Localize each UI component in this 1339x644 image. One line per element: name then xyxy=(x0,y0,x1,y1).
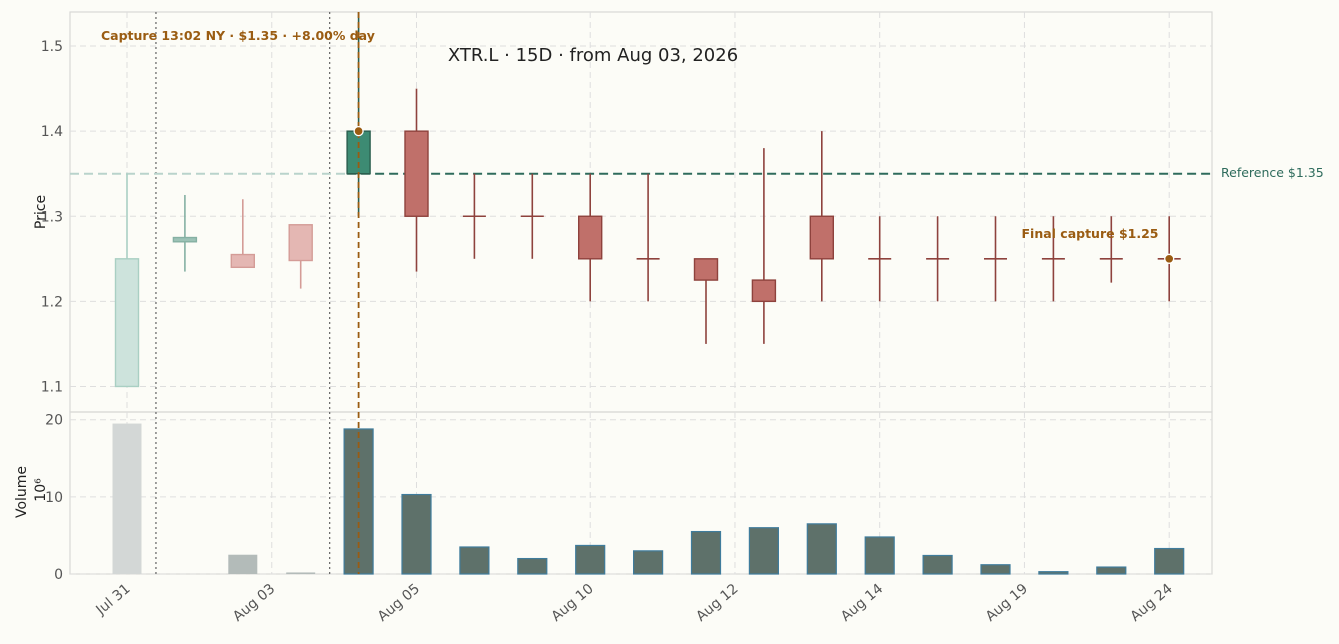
volume-bar xyxy=(1154,547,1185,575)
volume-tick-label: 0 xyxy=(54,567,63,583)
volume-bar xyxy=(806,523,837,575)
volume-bar xyxy=(286,572,316,574)
final-capture-annotation: Final capture $1.25 xyxy=(1022,226,1159,241)
volume-bar xyxy=(112,423,142,574)
volume-bar xyxy=(575,544,606,575)
volume-bar xyxy=(401,493,432,575)
volume-bar xyxy=(459,546,490,575)
volume-tick-label: 20 xyxy=(45,413,63,429)
x-tick-label: Aug 19 xyxy=(983,581,1031,625)
volume-bar xyxy=(864,536,895,575)
capture-annotation: Capture 13:02 NY · $1.35 · +8.00% day xyxy=(101,28,375,43)
volume-bar xyxy=(748,527,780,575)
price-tick-label: 1.2 xyxy=(41,294,63,310)
capture-point xyxy=(353,125,364,137)
x-tick-label: Aug 05 xyxy=(375,581,423,625)
volume-axis-label: Volume xyxy=(14,466,30,518)
x-tick-label: Aug 14 xyxy=(838,581,886,625)
volume-unit-label: 10⁶ xyxy=(33,478,49,502)
x-tick-label: Jul 31 xyxy=(93,581,134,619)
price-panel-frame xyxy=(69,11,1213,413)
candle-body xyxy=(230,253,256,269)
price-tick-label: 1.4 xyxy=(41,124,63,140)
volume-bar xyxy=(690,530,722,575)
volume-bar xyxy=(632,550,664,575)
candle-body xyxy=(751,279,777,303)
candle-body xyxy=(578,215,603,260)
candle-body xyxy=(172,236,198,243)
price-axis-label: Price xyxy=(33,195,49,229)
final-capture-point xyxy=(1164,253,1175,264)
x-tick-label: Aug 03 xyxy=(230,581,278,625)
candle-body xyxy=(404,130,429,217)
x-tick-label: Aug 12 xyxy=(693,581,741,625)
volume-bar xyxy=(1096,566,1127,575)
chart-title: XTR.L · 15D · from Aug 03, 2026 xyxy=(448,45,738,66)
candle-body xyxy=(693,258,719,281)
price-tick-label: 1.3 xyxy=(41,209,63,225)
x-tick-label: Aug 24 xyxy=(1127,581,1175,625)
volume-bar xyxy=(228,554,258,574)
candle-body xyxy=(809,215,834,260)
reference-annotation: Reference $1.35 xyxy=(1221,165,1324,180)
volume-bar xyxy=(922,554,953,575)
candle-body xyxy=(288,224,313,262)
x-tick-label: Aug 10 xyxy=(548,581,596,625)
volume-panel-frame xyxy=(69,411,1213,575)
candle-body xyxy=(114,258,140,388)
price-tick-label: 1.1 xyxy=(41,379,63,395)
volume-bar xyxy=(517,557,548,575)
volume-bar xyxy=(980,564,1011,575)
price-tick-label: 1.5 xyxy=(41,39,63,55)
volume-tick-label: 10 xyxy=(45,490,63,506)
volume-bar xyxy=(1038,571,1069,575)
